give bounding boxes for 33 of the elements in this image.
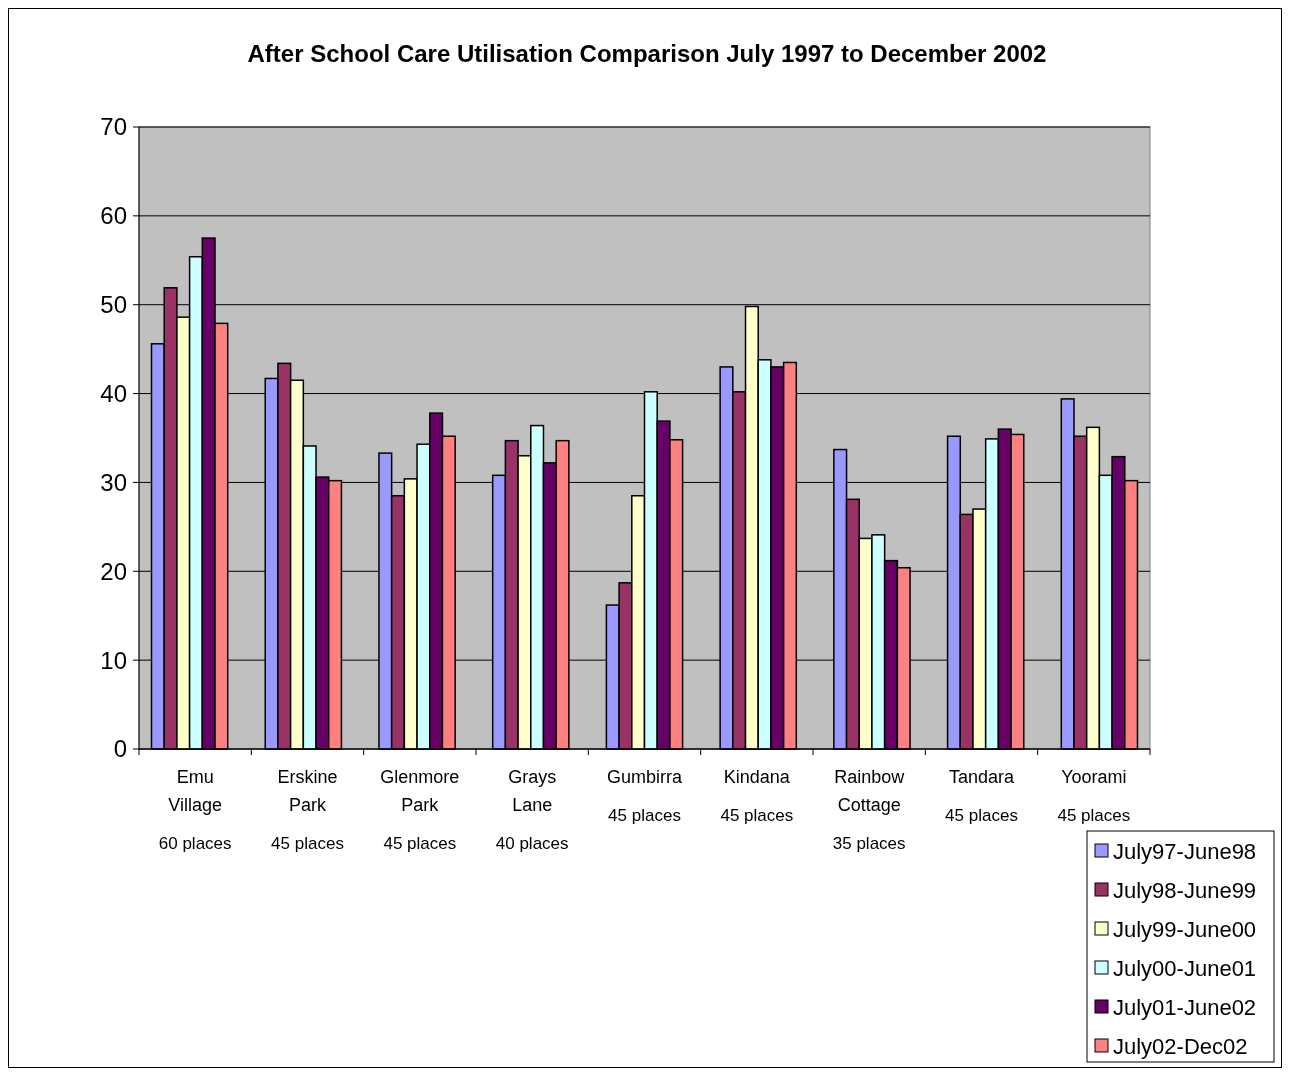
y-tick-label: 30 bbox=[100, 468, 127, 496]
y-tick-label: 70 bbox=[100, 113, 127, 141]
y-tick-label: 60 bbox=[100, 202, 127, 230]
legend-label: July97-June98 bbox=[1113, 838, 1257, 864]
chart-title: After School Care Utilisation Comparison July 1997 to December 2002 bbox=[247, 40, 1047, 67]
text: 45 places bbox=[1057, 806, 1131, 825]
y-tick-label: 40 bbox=[100, 379, 127, 407]
text: 45 places bbox=[720, 806, 794, 825]
x-tick-label: Grays Lane bbox=[508, 767, 557, 815]
legend-label: July00-June01 bbox=[1113, 955, 1257, 981]
x-tick-label: Kindana bbox=[723, 767, 791, 787]
legend-label: July99-June00 bbox=[1113, 916, 1257, 942]
x-tick-label: Gumbirra bbox=[606, 767, 683, 787]
text: 40 places bbox=[495, 834, 569, 853]
y-tick-label: 20 bbox=[100, 557, 127, 585]
text: 45 places bbox=[945, 806, 1018, 825]
legend-label: July01-June02 bbox=[1113, 994, 1257, 1020]
text: 60 places bbox=[158, 834, 232, 853]
legend-label: July98-June99 bbox=[1113, 877, 1257, 903]
x-tick-label: Yoorami bbox=[1061, 767, 1127, 787]
x-tick-label: Erskine Park bbox=[277, 767, 338, 815]
x-tick-label: Tandara bbox=[948, 767, 1016, 787]
y-tick-label: 10 bbox=[100, 646, 127, 674]
y-tick-label: 50 bbox=[100, 291, 127, 319]
legend-label: July02-Dec02 bbox=[1113, 1033, 1248, 1059]
text: 45 places bbox=[383, 834, 457, 853]
text: 45 places bbox=[608, 806, 681, 825]
x-tick-label: Rainbow Cottage bbox=[834, 767, 906, 815]
y-tick-label: 0 bbox=[113, 735, 127, 763]
x-tick-label: Emu Village bbox=[168, 767, 223, 815]
text: 45 places bbox=[271, 834, 344, 853]
x-tick-label: Glenmore Park bbox=[380, 767, 460, 815]
text: 35 places bbox=[832, 834, 906, 853]
